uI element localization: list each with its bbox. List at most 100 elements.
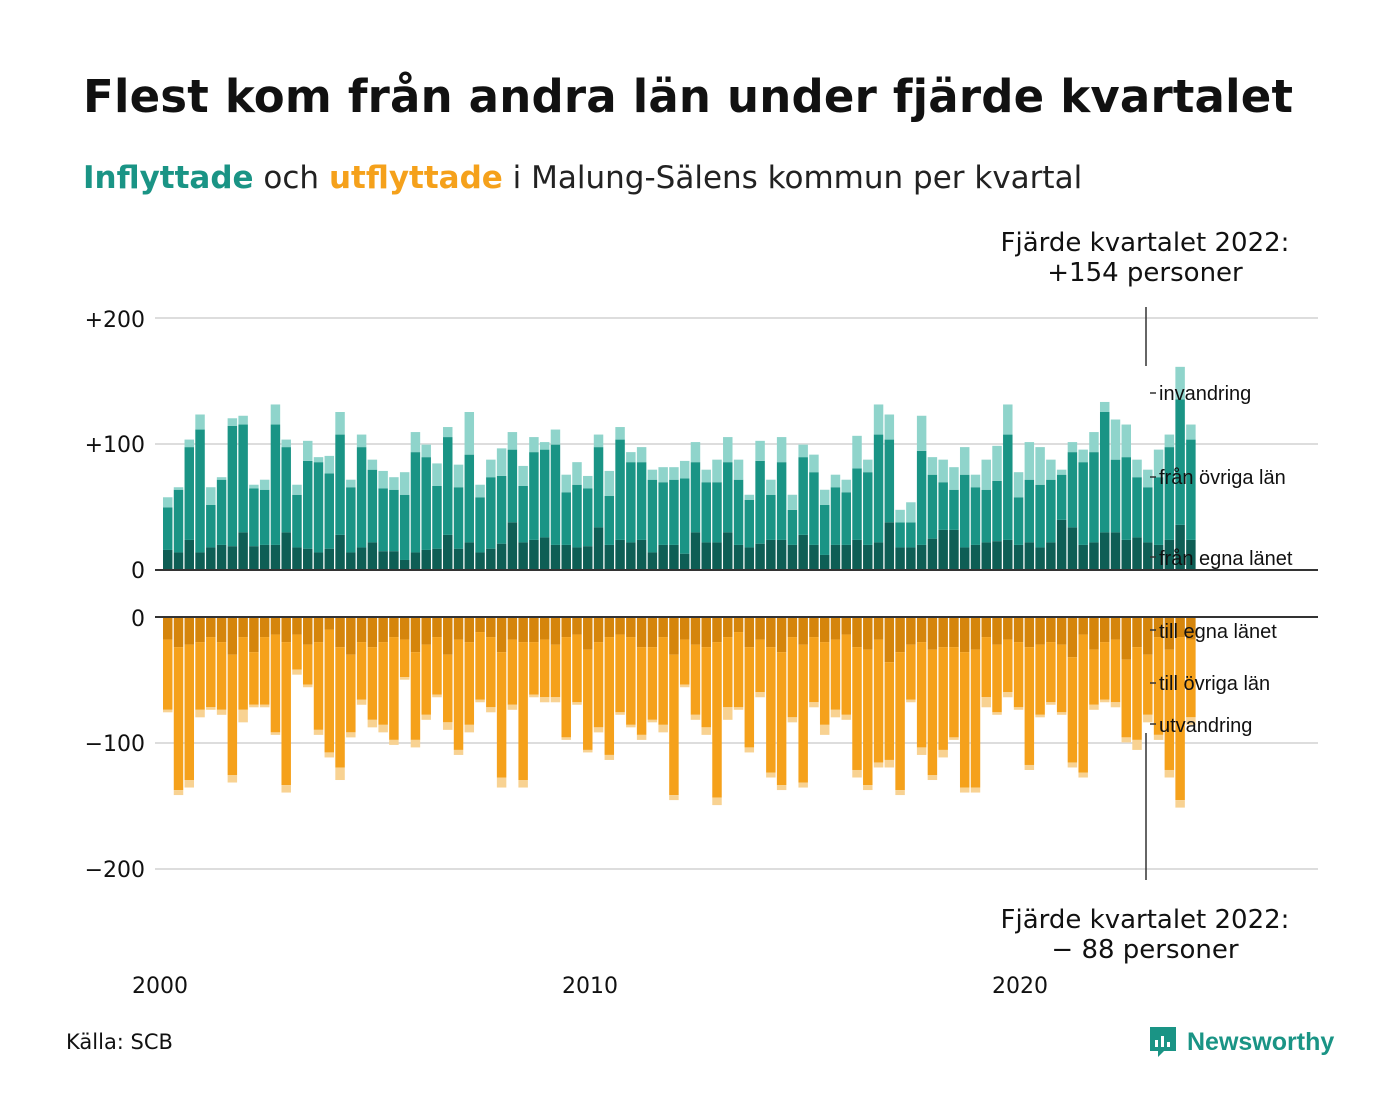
bar-in-invandring	[604, 470, 615, 497]
bar-in-egna	[766, 539, 776, 570]
bar-in-egna	[346, 552, 356, 570]
bar-out-utvandring	[916, 747, 927, 755]
bar-out-ovriga	[356, 642, 367, 700]
bar-in-ovriga	[292, 494, 302, 548]
bar-in-ovriga	[755, 460, 765, 544]
bar-out-ovriga	[184, 644, 195, 781]
bar-out-ovriga	[830, 639, 841, 710]
bar-in-invandring	[669, 467, 679, 480]
bar-in-egna	[259, 544, 270, 570]
bar-out-egna	[701, 617, 711, 648]
bar-out-egna	[313, 617, 324, 643]
bar-in-ovriga	[669, 479, 679, 545]
bar-out-ovriga	[529, 642, 539, 695]
bar-in-ovriga	[787, 509, 798, 545]
bar-out-ovriga	[173, 647, 184, 791]
bar-out-ovriga	[410, 652, 421, 740]
bar-in-invandring	[389, 477, 399, 490]
y-tick-top-0: 0	[131, 559, 145, 584]
label-till-ovriga-lan: till övriga län	[1159, 673, 1270, 695]
bar-out-utvandring	[270, 732, 281, 735]
bar-in-egna	[1056, 519, 1067, 570]
bar-in-ovriga	[421, 457, 431, 550]
bar-in-invandring	[281, 439, 291, 448]
bar-out-utvandring	[863, 785, 873, 791]
bar-in-invandring	[992, 445, 1002, 481]
bar-in-egna	[572, 547, 582, 570]
bar-in-invandring	[367, 459, 378, 470]
bar-out-egna	[712, 617, 722, 643]
bar-in-invandring	[227, 418, 238, 426]
bar-in-ovriga	[227, 425, 238, 547]
bar-in-ovriga	[938, 482, 948, 530]
bar-out-egna	[453, 617, 464, 640]
bar-in-ovriga	[259, 489, 270, 545]
bar-in-ovriga	[1046, 479, 1056, 543]
bar-out-ovriga	[443, 654, 453, 723]
bar-in-ovriga	[852, 468, 862, 540]
bar-out-ovriga	[884, 662, 895, 760]
bar-out-egna	[647, 617, 658, 648]
bar-out-egna	[561, 617, 571, 638]
bar-out-utvandring	[647, 719, 658, 723]
bar-in-invandring	[787, 494, 798, 510]
bar-in-ovriga	[679, 478, 690, 554]
bar-out-ovriga	[1099, 642, 1110, 700]
bar-in-egna	[615, 539, 625, 570]
bar-in-ovriga	[895, 522, 905, 548]
bar-out-utvandring	[453, 749, 464, 755]
bar-out-utvandring	[550, 697, 561, 703]
bar-in-egna	[550, 544, 561, 570]
bar-in-ovriga	[1110, 459, 1121, 533]
subtitle-rest: i Malung-Sälens kommun per kvartal	[512, 160, 1083, 196]
bar-out-egna	[539, 617, 550, 640]
bar-out-egna	[776, 617, 787, 653]
bar-in-ovriga	[496, 475, 507, 544]
bar-out-utvandring	[1046, 702, 1056, 705]
bar-out-egna	[1067, 617, 1078, 658]
bar-in-ovriga	[1132, 477, 1142, 538]
bar-in-egna	[561, 544, 571, 570]
bar-out-egna	[475, 617, 485, 633]
bar-in-egna	[658, 544, 668, 570]
bar-out-egna	[981, 617, 991, 638]
bar-out-utvandring	[173, 790, 184, 796]
bar-out-egna	[173, 617, 184, 648]
bar-in-egna	[1013, 544, 1024, 570]
bar-out-ovriga	[690, 644, 701, 715]
bar-out-ovriga	[464, 642, 475, 725]
bar-out-utvandring	[658, 724, 668, 733]
bar-out-utvandring	[324, 752, 335, 758]
bar-out-egna	[356, 617, 367, 643]
bar-in-egna	[1089, 542, 1099, 570]
bar-out-utvandring	[206, 707, 216, 710]
bar-in-invandring	[1089, 432, 1099, 453]
bar-in-invandring	[324, 455, 335, 474]
bar-in-invandring	[356, 434, 367, 448]
bar-out-ovriga	[421, 644, 431, 715]
bar-out-ovriga	[249, 652, 259, 705]
bar-in-egna	[863, 544, 873, 570]
bar-in-invandring	[949, 467, 959, 490]
bar-out-egna	[906, 617, 916, 645]
bar-out-ovriga	[270, 634, 281, 733]
bar-in-invandring	[712, 459, 722, 483]
bar-out-egna	[970, 617, 981, 650]
bar-out-ovriga	[227, 654, 238, 775]
bar-out-egna	[324, 617, 335, 630]
bar-out-egna	[949, 617, 959, 648]
bar-in-ovriga	[184, 447, 195, 540]
bar-out-egna	[163, 617, 173, 640]
bar-in-ovriga	[1143, 487, 1153, 543]
bar-in-ovriga	[841, 492, 851, 545]
label-till-egna-lanet: till egna länet	[1159, 621, 1277, 643]
bar-out-ovriga	[259, 637, 270, 705]
bar-in-ovriga	[690, 462, 701, 533]
bar-in-invandring	[873, 404, 884, 435]
bar-in-invandring	[1003, 404, 1013, 435]
bar-out-ovriga	[1013, 642, 1024, 708]
bar-in-egna	[1164, 539, 1175, 570]
annotation-top-line2: +154 personer	[1047, 258, 1243, 288]
bar-in-invandring	[938, 459, 948, 483]
bar-in-ovriga	[443, 437, 453, 535]
